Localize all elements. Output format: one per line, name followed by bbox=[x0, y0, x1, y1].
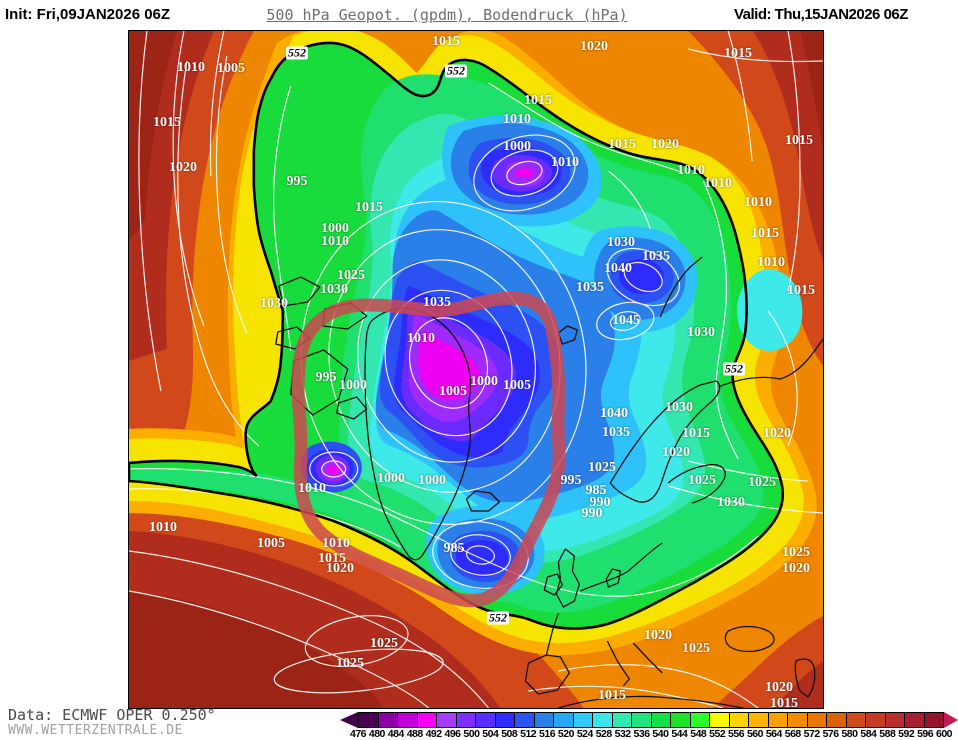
colorbar-tick-label: 484 bbox=[387, 728, 405, 740]
colorbar bbox=[340, 711, 958, 728]
colorbar-cell-544 bbox=[690, 712, 710, 727]
colorbar-cell-524 bbox=[593, 712, 613, 727]
colorbar-cell-488 bbox=[417, 712, 437, 727]
colorbar-tick-label: 504 bbox=[482, 728, 499, 740]
colorbar-cell-568 bbox=[807, 712, 827, 727]
colorbar-tick-label: 556 bbox=[728, 728, 745, 740]
colorbar-cell-580 bbox=[866, 712, 886, 727]
colorbar-cell-576 bbox=[846, 712, 866, 727]
colorbar-cell-492 bbox=[437, 712, 457, 727]
colorbar-cells bbox=[358, 711, 944, 728]
colorbar-cell-548 bbox=[710, 712, 730, 727]
colorbar-cell-532 bbox=[632, 712, 652, 727]
colorbar-cell-476 bbox=[359, 712, 379, 727]
colorbar-tick-label: 600 bbox=[935, 728, 953, 740]
colorbar-tick-label: 520 bbox=[557, 728, 575, 740]
colorbar-tick-label: 540 bbox=[652, 728, 669, 740]
colorbar-right-arrow bbox=[944, 711, 958, 728]
colorbar-tick-label: 516 bbox=[539, 728, 556, 740]
colorbar-tick-label: 508 bbox=[501, 728, 518, 740]
init-time-label: Init: Fri,09JAN2026 06Z bbox=[5, 6, 171, 23]
colorbar-tick-label: 560 bbox=[746, 728, 764, 740]
colorbar-cell-588 bbox=[905, 712, 925, 727]
website-watermark: WWW.WETTERZENTRALE.DE bbox=[8, 723, 183, 738]
annotation-red-loop bbox=[291, 291, 566, 608]
map-title: 500 hPa Geopot. (gpdm), Bodendruck (hPa) bbox=[266, 6, 628, 24]
colorbar-tick-label: 592 bbox=[898, 728, 915, 740]
data-source-label: Data: ECMWF OPER 0.250° bbox=[8, 706, 216, 724]
colorbar-cell-556 bbox=[749, 712, 769, 727]
colorbar-tick-label: 588 bbox=[879, 728, 896, 740]
colorbar-tick-label: 496 bbox=[444, 728, 462, 740]
colorbar-cell-528 bbox=[612, 712, 632, 727]
colorbar-tick-label: 500 bbox=[463, 728, 480, 740]
colorbar-scale-labels: 476 480 484 488 492 496 500 504 508 512 516 520 524 5… bbox=[350, 728, 953, 740]
colorbar-tick-label: 564 bbox=[765, 728, 783, 740]
colorbar-cell-504 bbox=[495, 712, 515, 727]
colorbar-cell-496 bbox=[456, 712, 476, 727]
colorbar-cell-560 bbox=[768, 712, 788, 727]
colorbar-cell-584 bbox=[885, 712, 905, 727]
colorbar-tick-label: 512 bbox=[520, 728, 537, 740]
colorbar-cell-536 bbox=[651, 712, 671, 727]
colorbar-left-arrow bbox=[340, 711, 358, 728]
colorbar-tick-label: 584 bbox=[860, 728, 877, 740]
coastlines bbox=[275, 256, 823, 708]
contour-552-line bbox=[129, 41, 785, 630]
colorbar-tick-label: 488 bbox=[406, 728, 424, 740]
colorbar-tick-label: 552 bbox=[709, 728, 726, 740]
isobar-lines bbox=[129, 31, 823, 708]
colorbar-tick-label: 596 bbox=[917, 728, 934, 740]
colorbar-tick-label: 524 bbox=[576, 728, 594, 740]
colorbar-tick-label: 568 bbox=[784, 728, 802, 740]
colorbar-tick-label: 528 bbox=[595, 728, 613, 740]
colorbar-cell-516 bbox=[554, 712, 574, 727]
colorbar-cell-572 bbox=[827, 712, 847, 727]
colorbar-cell-484 bbox=[398, 712, 418, 727]
colorbar-cell-592 bbox=[924, 712, 943, 727]
colorbar-tick-label: 536 bbox=[633, 728, 651, 740]
colorbar-tick-label: 544 bbox=[671, 728, 688, 740]
colorbar-tick-label: 576 bbox=[822, 728, 840, 740]
colorbar-cell-552 bbox=[729, 712, 749, 727]
colorbar-tick-label: 548 bbox=[690, 728, 707, 740]
colorbar-tick-label: 480 bbox=[368, 728, 386, 740]
colorbar-tick-label: 572 bbox=[803, 728, 821, 740]
colorbar-cell-480 bbox=[378, 712, 398, 727]
colorbar-cell-512 bbox=[534, 712, 554, 727]
colorbar-cell-564 bbox=[788, 712, 808, 727]
map-canvas bbox=[129, 31, 823, 708]
geopotential-map: 1010 1005 1015 1020 995 1015 1000 1010 1025 1030 1… bbox=[128, 30, 824, 711]
colorbar-cell-520 bbox=[573, 712, 593, 727]
colorbar-tick-label: 492 bbox=[425, 728, 443, 740]
colorbar-cell-500 bbox=[476, 712, 496, 727]
colorbar-tick-label: 532 bbox=[614, 728, 632, 740]
colorbar-cell-540 bbox=[671, 712, 691, 727]
colorbar-cell-508 bbox=[515, 712, 535, 727]
valid-time-label: Valid: Thu,15JAN2026 06Z bbox=[734, 6, 908, 23]
colorbar-tick-label: 580 bbox=[841, 728, 858, 740]
colorbar-tick-label: 476 bbox=[349, 728, 367, 740]
